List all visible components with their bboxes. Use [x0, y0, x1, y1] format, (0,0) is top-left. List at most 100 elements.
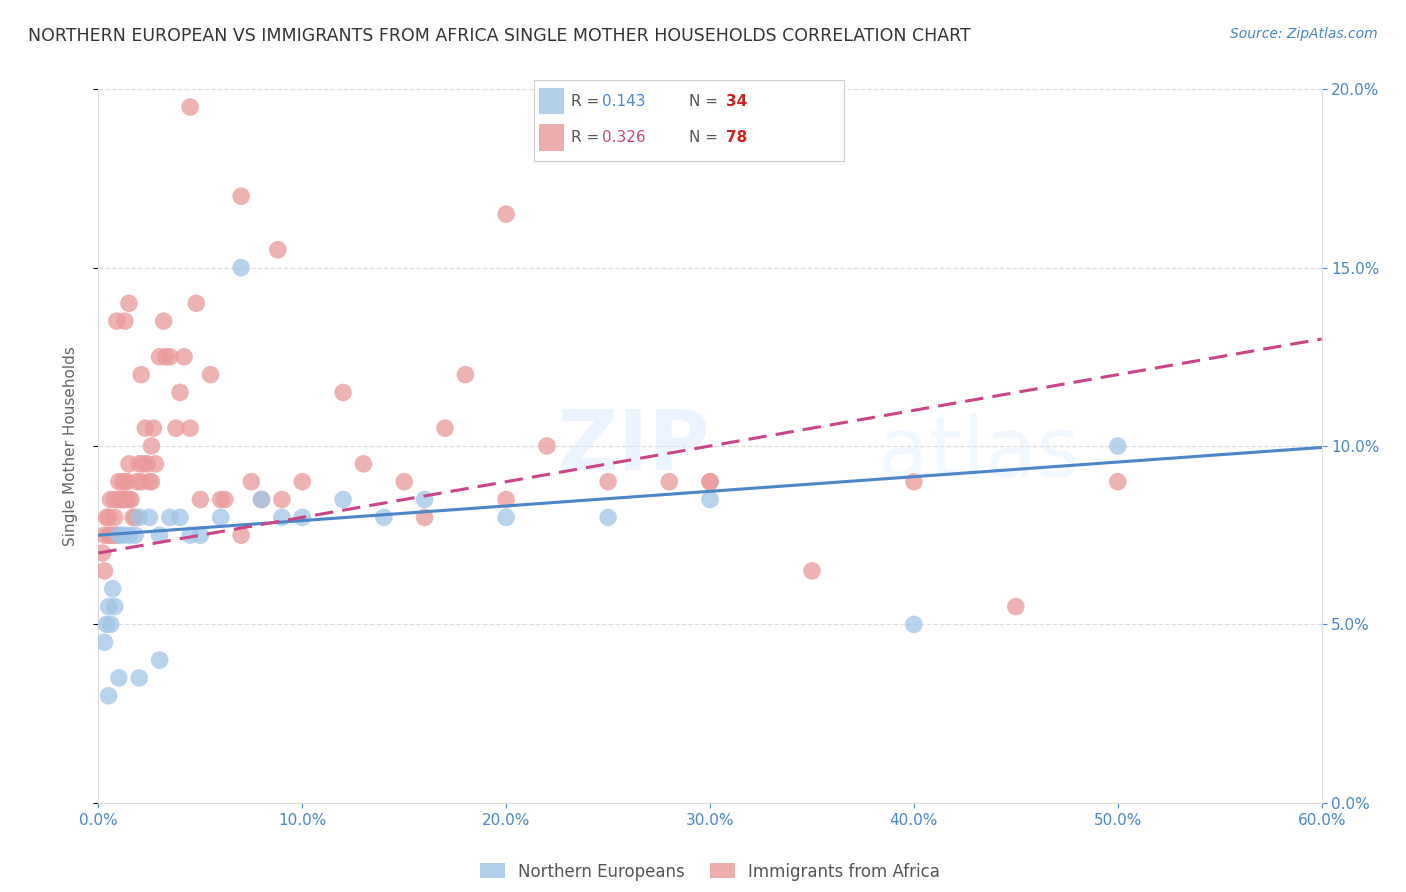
- Y-axis label: Single Mother Households: Single Mother Households: [63, 346, 77, 546]
- Point: [179, 100, 201, 114]
- Point: [231, 260, 253, 275]
- Point: [124, 528, 146, 542]
- Point: [108, 671, 131, 685]
- Point: [596, 475, 619, 489]
- Point: [141, 439, 163, 453]
- Point: [155, 350, 177, 364]
- Point: [250, 492, 273, 507]
- Text: N =: N =: [689, 129, 723, 145]
- Text: 34: 34: [725, 94, 748, 109]
- Text: 0.326: 0.326: [602, 129, 645, 145]
- Point: [100, 528, 122, 542]
- Point: [104, 492, 127, 507]
- Point: [165, 421, 187, 435]
- Point: [118, 457, 141, 471]
- Point: [149, 350, 172, 364]
- Point: [97, 689, 120, 703]
- FancyBboxPatch shape: [538, 125, 564, 151]
- Point: [108, 492, 131, 507]
- Point: [186, 296, 208, 310]
- Point: [231, 528, 253, 542]
- Point: [96, 617, 118, 632]
- Point: [250, 492, 273, 507]
- Point: [118, 492, 141, 507]
- Point: [188, 492, 212, 507]
- Point: [495, 510, 517, 524]
- Point: [132, 457, 155, 471]
- Point: [373, 510, 395, 524]
- Point: [93, 564, 115, 578]
- Point: [122, 510, 145, 524]
- Point: [105, 528, 128, 542]
- Point: [97, 599, 120, 614]
- Point: [179, 528, 201, 542]
- Point: [97, 510, 120, 524]
- Point: [1107, 439, 1129, 453]
- Point: [91, 546, 114, 560]
- Point: [159, 350, 181, 364]
- Point: [118, 528, 141, 542]
- Point: [142, 421, 165, 435]
- Text: ZIP: ZIP: [558, 406, 710, 486]
- Point: [169, 510, 191, 524]
- Point: [114, 314, 136, 328]
- Point: [100, 492, 122, 507]
- Point: [392, 475, 416, 489]
- Point: [108, 475, 131, 489]
- Legend: Northern Europeans, Immigrants from Africa: Northern Europeans, Immigrants from Afri…: [474, 856, 946, 888]
- Point: [138, 475, 160, 489]
- Point: [93, 528, 115, 542]
- Point: [413, 510, 436, 524]
- Point: [152, 314, 174, 328]
- Point: [120, 492, 142, 507]
- Point: [145, 457, 167, 471]
- Point: [138, 510, 160, 524]
- Point: [149, 528, 172, 542]
- Point: [128, 671, 150, 685]
- Point: [136, 457, 159, 471]
- Point: [104, 599, 127, 614]
- Point: [903, 475, 925, 489]
- Point: [134, 421, 156, 435]
- Point: [291, 510, 314, 524]
- Point: [1107, 475, 1129, 489]
- Point: [110, 492, 132, 507]
- Point: [536, 439, 558, 453]
- Point: [101, 582, 124, 596]
- Point: [801, 564, 824, 578]
- Point: [270, 510, 294, 524]
- Point: [179, 421, 201, 435]
- Point: [903, 617, 925, 632]
- Point: [332, 385, 354, 400]
- Point: [200, 368, 222, 382]
- Point: [699, 475, 721, 489]
- Point: [115, 475, 138, 489]
- Point: [108, 528, 131, 542]
- Point: [141, 475, 163, 489]
- Point: [433, 421, 456, 435]
- Text: NORTHERN EUROPEAN VS IMMIGRANTS FROM AFRICA SINGLE MOTHER HOUSEHOLDS CORRELATION: NORTHERN EUROPEAN VS IMMIGRANTS FROM AFR…: [28, 27, 972, 45]
- Point: [231, 189, 253, 203]
- Point: [128, 510, 150, 524]
- Point: [209, 492, 232, 507]
- Point: [128, 457, 150, 471]
- Point: [352, 457, 374, 471]
- Point: [267, 243, 290, 257]
- Point: [104, 510, 127, 524]
- Point: [101, 528, 124, 542]
- Point: [699, 475, 721, 489]
- Point: [413, 492, 436, 507]
- Point: [209, 510, 232, 524]
- Point: [291, 475, 314, 489]
- Point: [454, 368, 477, 382]
- Point: [149, 653, 172, 667]
- Point: [114, 475, 136, 489]
- Point: [96, 510, 118, 524]
- Point: [169, 385, 191, 400]
- Point: [270, 492, 294, 507]
- Point: [127, 475, 149, 489]
- Point: [100, 617, 122, 632]
- Point: [240, 475, 263, 489]
- Point: [129, 368, 152, 382]
- Text: R =: R =: [571, 129, 605, 145]
